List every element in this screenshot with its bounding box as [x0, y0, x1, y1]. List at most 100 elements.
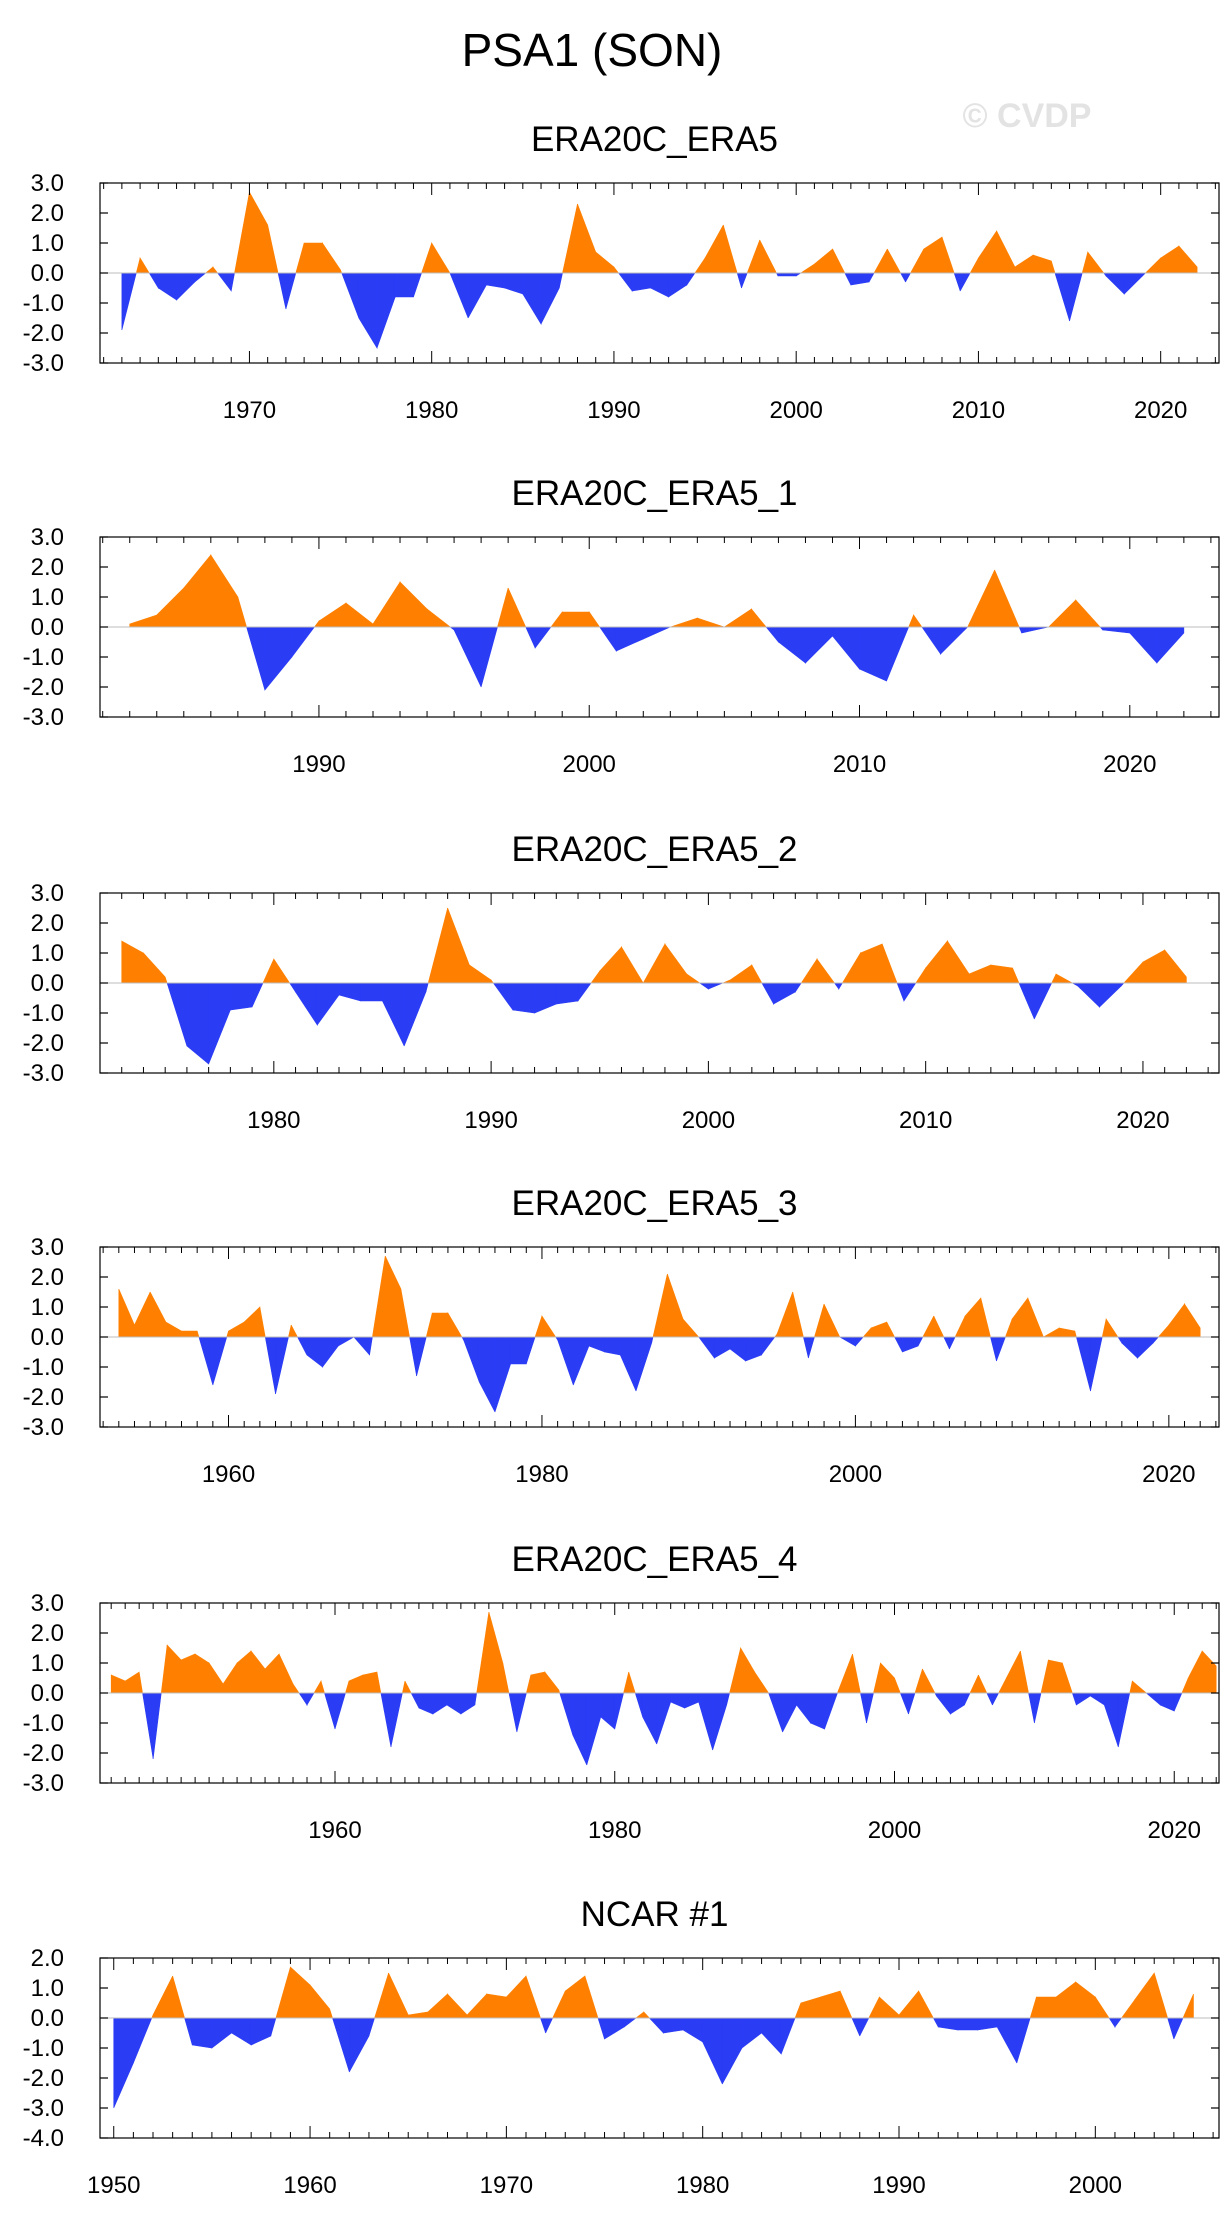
area-segment: [1034, 1692, 1042, 1724]
area-segment: [262, 958, 275, 984]
area-segment: [573, 1336, 590, 1386]
area-segment: [838, 1653, 853, 1694]
x-tick-label: 1980: [515, 1461, 568, 1488]
area-segment: [184, 2017, 193, 2046]
y-tick-label: -3.0: [23, 1770, 64, 1797]
y-tick-label: -1.0: [23, 290, 64, 317]
area-segment: [855, 1336, 864, 1347]
area-segment: [620, 1336, 637, 1392]
x-tick-label: 1960: [283, 2172, 336, 2199]
area-segment: [234, 191, 250, 274]
x-tick-label: 2000: [868, 1817, 921, 1844]
area-segment: [1184, 1302, 1201, 1338]
area-segment: [320, 1680, 325, 1694]
area-segment: [859, 2017, 870, 2037]
area-segment: [894, 1336, 903, 1353]
area-segment: [510, 1336, 527, 1365]
area-segment: [492, 982, 514, 1011]
area-segment: [768, 1692, 783, 1733]
area-segment: [617, 272, 633, 292]
area-segment: [1159, 1692, 1175, 1712]
area-segment: [1144, 257, 1161, 274]
area-segment: [541, 1314, 557, 1338]
area-segment: [909, 248, 925, 274]
y-tick-label: 0.0: [31, 614, 64, 641]
area-segment: [164, 976, 168, 984]
area-segment: [588, 611, 601, 628]
y-tick-label: -3.0: [23, 704, 64, 731]
area-segment: [635, 1336, 652, 1392]
area-segment: [1048, 1659, 1063, 1694]
area-segment: [372, 1255, 386, 1338]
area-segment: [1028, 1692, 1035, 1724]
x-tick-label: 2020: [1116, 1107, 1169, 1134]
area-segment: [954, 1315, 966, 1338]
area-segment: [761, 2017, 782, 2055]
area-segment: [990, 964, 1013, 984]
x-tick-label: 1990: [292, 751, 345, 778]
area-segment: [599, 946, 622, 984]
area-segment: [903, 982, 917, 1003]
area-segment: [1075, 599, 1101, 628]
y-tick-label: 0.0: [31, 1324, 64, 1351]
area-segment: [800, 957, 818, 984]
area-segment: [561, 611, 590, 628]
area-segment: [808, 1336, 815, 1359]
y-tick-label: 1.0: [31, 230, 64, 257]
y-tick-label: 2.0: [31, 1945, 64, 1972]
panel-title: NCAR #1: [581, 1895, 729, 1934]
y-tick-label: 0.0: [31, 260, 64, 287]
area-segment: [149, 1291, 167, 1338]
chart-panel-1: ERA20C_ERA5 3.0 2.0 1.0 0.0 -1.0 -2.0 -3.0 1970 1…: [23, 120, 1220, 424]
area-segment: [210, 553, 239, 628]
area-segment: [899, 1692, 909, 1715]
area-segment: [270, 2017, 277, 2037]
area-segment: [1129, 626, 1158, 664]
area-segment: [1105, 272, 1125, 295]
area-segment: [1142, 949, 1165, 984]
area-segment: [1090, 1336, 1103, 1392]
x-tick-label: 2000: [829, 1461, 882, 1488]
area-segment: [404, 1680, 412, 1694]
area-segment: [426, 608, 452, 628]
area-segment: [1181, 1677, 1189, 1694]
area-segment: [816, 958, 835, 984]
area-segment: [686, 272, 696, 286]
area-segment: [362, 1671, 378, 1694]
area-segment: [1077, 982, 1100, 1008]
area-segment: [868, 1996, 880, 2019]
area-segment: [1054, 272, 1070, 322]
area-segment: [1034, 982, 1053, 1020]
area-segment: [410, 1692, 420, 1709]
area-segment: [316, 982, 340, 1026]
area-segment: [698, 1692, 713, 1751]
x-tick-label: 1990: [872, 2172, 925, 2199]
area-segment: [628, 1671, 636, 1694]
area-segment: [1027, 1297, 1044, 1338]
area-segment: [400, 1288, 410, 1338]
chart-panel-4: ERA20C_ERA5_3 3.0 2.0 1.0 0.0 -1.0 -2.0 -3.0 196…: [23, 1184, 1220, 1488]
area-segment: [1104, 1692, 1119, 1748]
area-segment: [597, 2017, 605, 2040]
y-tick-label: -1.0: [23, 1710, 64, 1737]
x-tick-label: 1990: [464, 1107, 517, 1134]
area-segment: [684, 1692, 699, 1709]
area-segment: [264, 1653, 280, 1694]
area-segment: [525, 1975, 541, 2019]
area-segment: [776, 1291, 794, 1338]
area-segment: [902, 1336, 919, 1353]
area-segment: [1069, 272, 1083, 322]
area-segment: [814, 1303, 825, 1338]
area-segment: [643, 2011, 651, 2019]
watermark-text: © CVDP: [963, 97, 1092, 135]
area-segment: [148, 272, 159, 290]
y-tick-label: 2.0: [31, 200, 64, 227]
area-segment: [313, 620, 320, 628]
y-tick-label: -3.0: [23, 2095, 64, 2122]
x-tick-label: 2010: [833, 751, 886, 778]
area-segment: [550, 611, 563, 628]
area-segment: [121, 272, 137, 331]
area-segment: [466, 1993, 488, 2019]
area-segment: [998, 1677, 1007, 1694]
area-segment: [908, 614, 914, 628]
